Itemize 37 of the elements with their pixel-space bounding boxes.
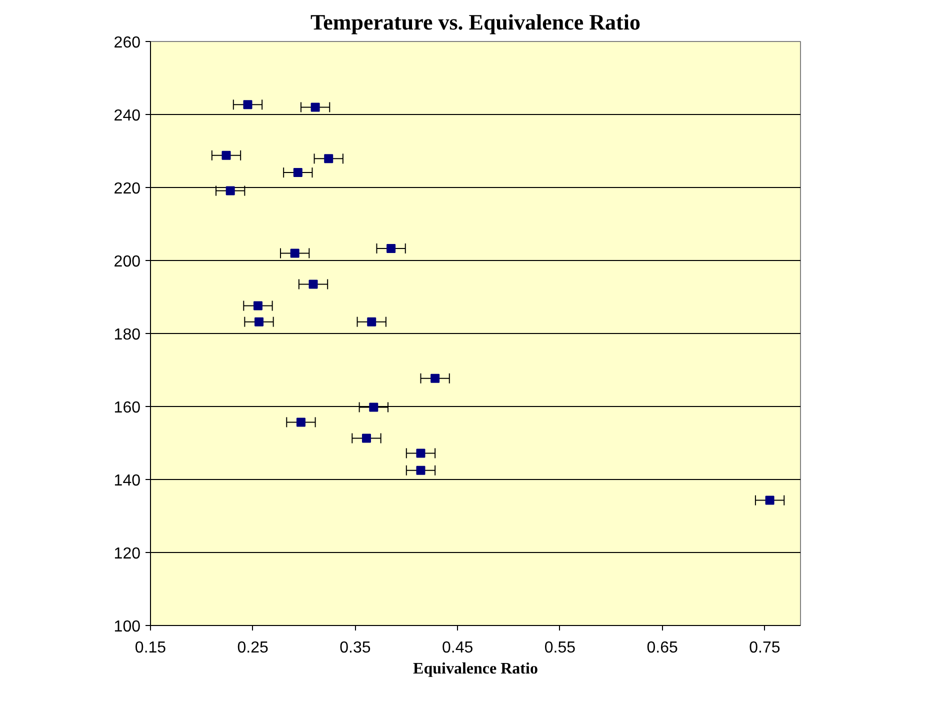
point <box>254 317 264 326</box>
x-axis-title: Equivalence Ratio <box>413 660 538 678</box>
point <box>416 448 426 458</box>
y-tick-label: 200 <box>114 254 141 270</box>
point <box>290 248 300 258</box>
y-tick-label: 100 <box>114 618 141 636</box>
x-tick-label: 0.75 <box>749 640 780 656</box>
y-tick-label: 140 <box>114 472 141 490</box>
point <box>367 317 376 326</box>
x-tick-label: 0.55 <box>544 640 576 656</box>
y-tick-label: 240 <box>114 108 141 124</box>
point <box>324 154 334 164</box>
y-tick-label: 220 <box>114 180 141 198</box>
point <box>362 434 371 443</box>
y-tick-label: 180 <box>114 326 141 344</box>
point <box>310 102 320 112</box>
point <box>386 244 396 253</box>
point <box>369 402 378 412</box>
point <box>226 186 235 196</box>
point <box>296 418 306 427</box>
y-tick-label: 160 <box>114 400 141 416</box>
x-tick-label: 0.15 <box>134 640 166 656</box>
point <box>416 466 426 475</box>
y-tick-label: 120 <box>114 546 141 562</box>
chart-title: Temperature vs. Equivalence Ratio <box>310 10 641 34</box>
point <box>243 100 252 110</box>
point <box>308 280 318 289</box>
point <box>430 374 440 383</box>
x-tick-label: 0.35 <box>340 640 371 656</box>
point <box>765 496 774 505</box>
y-tick-label: 260 <box>114 34 141 52</box>
point <box>253 301 262 310</box>
x-tick-label: 0.45 <box>442 640 474 656</box>
x-tick-label: 0.25 <box>237 640 269 656</box>
point <box>293 168 302 178</box>
point <box>222 150 231 160</box>
x-tick-label: 0.65 <box>646 640 678 656</box>
